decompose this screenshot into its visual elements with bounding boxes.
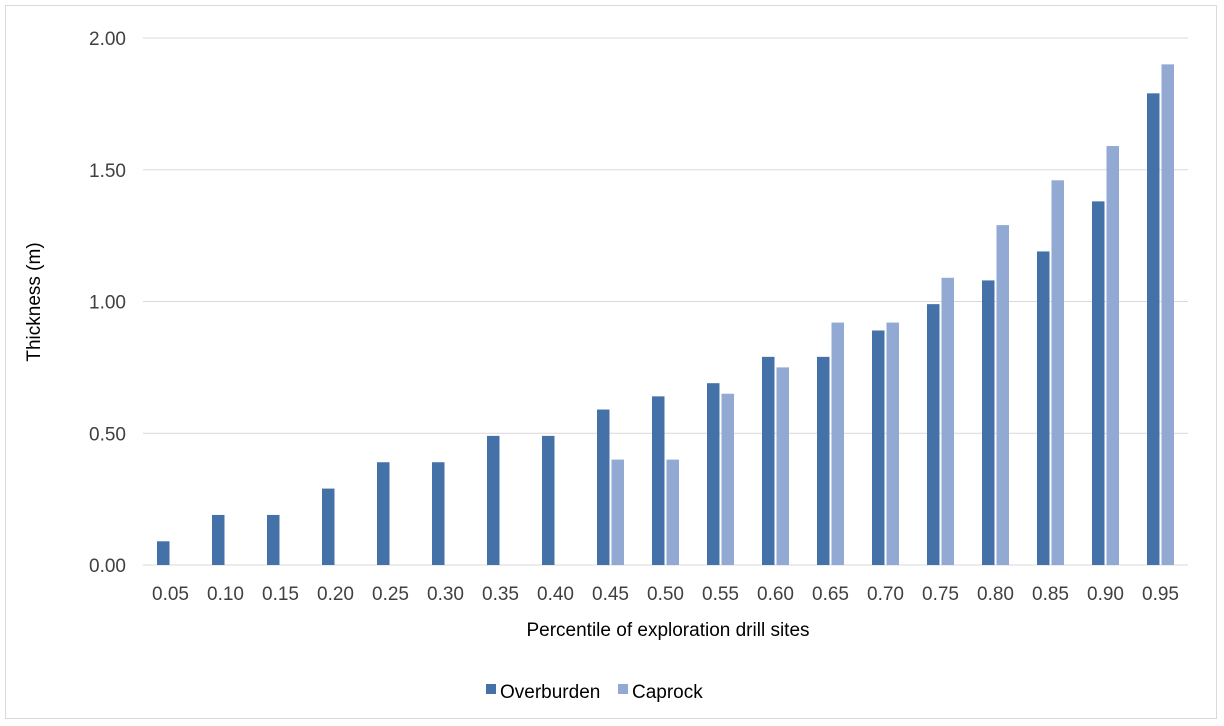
- bar-overburden-0.90: [1092, 201, 1105, 565]
- bar-caprock-0.90: [1107, 146, 1120, 565]
- y-tick-label: 1.00: [89, 293, 126, 314]
- bars: [157, 64, 1174, 565]
- bar-overburden-0.75: [927, 304, 940, 565]
- bar-overburden-0.95: [1147, 93, 1160, 565]
- y-tick-label: 2.00: [89, 29, 126, 50]
- gridlines: [143, 38, 1188, 565]
- bar-caprock-0.60: [777, 367, 790, 565]
- x-axis-ticks: 0.05 0.10 0.15 0.20 0.25 0.30 0.35 0.40 0.45 0.50…: [152, 584, 1179, 605]
- bar-overburden-0.10: [212, 515, 225, 565]
- bar-caprock-0.70: [887, 323, 900, 565]
- x-tick-label: 0.75: [922, 584, 959, 605]
- x-tick-label: 0.30: [427, 584, 464, 605]
- bar-overburden-0.15: [267, 515, 280, 565]
- bar-overburden-0.05: [157, 541, 170, 565]
- bar-caprock-0.50: [667, 460, 680, 565]
- x-tick-label: 0.90: [1087, 584, 1124, 605]
- x-tick-label: 0.85: [1032, 584, 1069, 605]
- bar-caprock-0.80: [997, 225, 1010, 565]
- x-tick-label: 0.40: [537, 584, 574, 605]
- bar-overburden-0.45: [597, 410, 610, 565]
- bar-overburden-0.65: [817, 357, 830, 565]
- bar-overburden-0.40: [542, 436, 555, 565]
- bar-overburden-0.55: [707, 383, 720, 565]
- bar-overburden-0.85: [1037, 251, 1050, 565]
- bar-overburden-0.35: [487, 436, 500, 565]
- bar-overburden-0.70: [872, 330, 885, 565]
- x-tick-label: 0.45: [592, 584, 629, 605]
- x-tick-label: 0.95: [1142, 584, 1179, 605]
- legend-label-overburden: Overburden: [500, 682, 600, 703]
- x-tick-label: 0.55: [702, 584, 739, 605]
- x-tick-label: 0.25: [372, 584, 409, 605]
- bar-overburden-0.50: [652, 396, 665, 565]
- y-axis-title: Thickness (m): [24, 242, 45, 361]
- legend-swatch-overburden: [486, 684, 496, 694]
- y-tick-label: 0.00: [89, 556, 126, 577]
- x-tick-label: 0.15: [262, 584, 299, 605]
- x-tick-label: 0.60: [757, 584, 794, 605]
- x-tick-label: 0.35: [482, 584, 519, 605]
- x-tick-label: 0.10: [207, 584, 244, 605]
- bar-overburden-0.80: [982, 280, 995, 565]
- bar-overburden-0.20: [322, 489, 335, 565]
- x-tick-label: 0.05: [152, 584, 189, 605]
- x-tick-label: 0.70: [867, 584, 904, 605]
- legend: Overburden Caprock: [486, 682, 703, 703]
- x-tick-label: 0.20: [317, 584, 354, 605]
- bar-caprock-0.95: [1162, 64, 1175, 565]
- x-tick-label: 0.65: [812, 584, 849, 605]
- legend-label-caprock: Caprock: [632, 682, 703, 703]
- legend-swatch-caprock: [618, 684, 628, 694]
- bar-caprock-0.65: [832, 323, 845, 565]
- y-axis-ticks: 0.00 0.50 1.00 1.50 2.00: [89, 29, 126, 577]
- bar-caprock-0.75: [942, 278, 955, 565]
- bar-caprock-0.85: [1052, 180, 1065, 565]
- y-tick-label: 0.50: [89, 424, 126, 445]
- bar-caprock-0.45: [612, 460, 625, 565]
- bar-caprock-0.55: [722, 394, 735, 565]
- bar-overburden-0.25: [377, 462, 390, 565]
- x-axis-title: Percentile of exploration drill sites: [526, 620, 809, 641]
- x-tick-label: 0.80: [977, 584, 1014, 605]
- bar-overburden-0.60: [762, 357, 775, 565]
- bar-overburden-0.30: [432, 462, 445, 565]
- y-tick-label: 1.50: [89, 161, 126, 182]
- x-tick-label: 0.50: [647, 584, 684, 605]
